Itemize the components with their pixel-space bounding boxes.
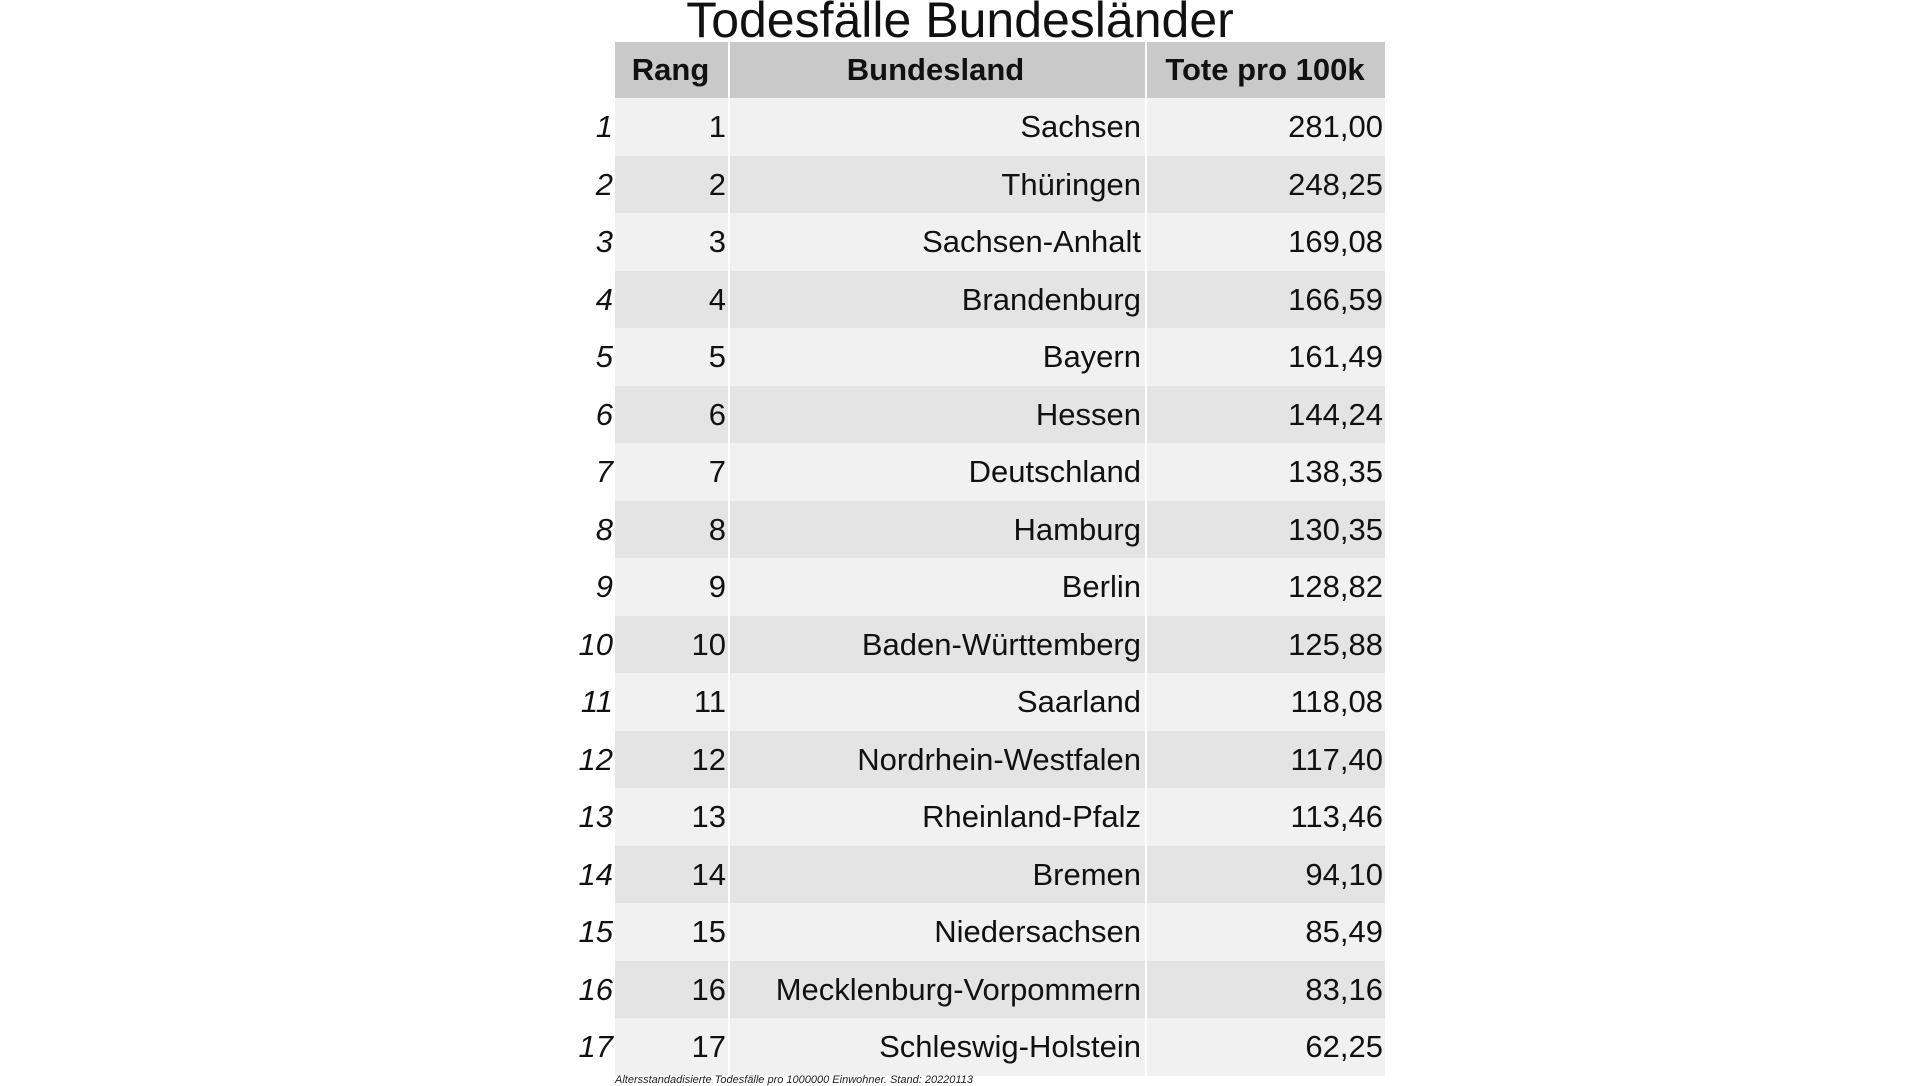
rang-cell: 12 xyxy=(615,730,728,788)
rang-cell: 1 xyxy=(615,98,728,156)
tote-cell: 118,08 xyxy=(1147,673,1385,731)
bundesland-cell: Bayern xyxy=(730,328,1145,386)
tote-cell: 85,49 xyxy=(1147,903,1385,961)
tote-cell: 248,25 xyxy=(1147,155,1385,213)
rang-cell: 16 xyxy=(615,960,728,1018)
table-row: 5 5 Bayern 161,49 xyxy=(575,328,1385,386)
chart-title: Todesfälle Bundesländer xyxy=(686,0,1234,48)
row-index-cell: 4 xyxy=(595,281,613,317)
rang-cell: 9 xyxy=(615,558,728,616)
bundesland-cell: Saarland xyxy=(730,673,1145,731)
rang-cell: 2 xyxy=(615,155,728,213)
tote-cell: 117,40 xyxy=(1147,730,1385,788)
header-bundesland: Bundesland xyxy=(730,42,1145,98)
table-body: 1 1 Sachsen 281,00 2 2 Thüringen 248,25 3 3 Sachse… xyxy=(575,98,1385,1076)
row-index-cell: 16 xyxy=(578,971,613,1007)
row-index-cell: 1 xyxy=(595,109,613,144)
table-row: 14 14 Bremen 94,10 xyxy=(575,845,1385,903)
table-row: 9 9 Berlin 128,82 xyxy=(575,558,1385,616)
table-header-row: Rang Bundesland Tote pro 100k xyxy=(575,42,1385,98)
tote-cell: 62,25 xyxy=(1147,1018,1385,1076)
tote-cell: 125,88 xyxy=(1147,615,1385,673)
table-row: 10 10 Baden-Württemberg 125,88 xyxy=(575,615,1385,673)
tote-cell: 281,00 xyxy=(1147,98,1385,156)
rang-cell: 3 xyxy=(615,213,728,271)
bundesland-cell: Schleswig-Holstein xyxy=(730,1018,1145,1076)
rang-cell: 5 xyxy=(615,328,728,386)
table-row: 3 3 Sachsen-Anhalt 169,08 xyxy=(575,213,1385,271)
tote-cell: 169,08 xyxy=(1147,213,1385,271)
table-row: 4 4 Brandenburg 166,59 xyxy=(575,270,1385,328)
table-row: 17 17 Schleswig-Holstein 62,25 xyxy=(575,1018,1385,1076)
table-row: 13 13 Rheinland-Pfalz 113,46 xyxy=(575,788,1385,846)
header-index-cell xyxy=(575,42,615,98)
header-tote-pro-100k: Tote pro 100k xyxy=(1147,42,1385,98)
bundesland-cell: Deutschland xyxy=(730,443,1145,501)
data-table: Rang Bundesland Tote pro 100k 1 1 Sachsen 2… xyxy=(575,42,1385,1076)
row-index-cell: 14 xyxy=(578,856,613,892)
tote-cell: 161,49 xyxy=(1147,328,1385,386)
header-rang: Rang xyxy=(615,42,728,98)
bundesland-cell: Thüringen xyxy=(730,155,1145,213)
row-index-cell: 3 xyxy=(595,224,613,259)
row-index-cell: 15 xyxy=(578,914,613,949)
bundesland-cell: Hessen xyxy=(730,385,1145,443)
rang-cell: 17 xyxy=(615,1018,728,1076)
table-row: 12 12 Nordrhein-Westfalen 117,40 xyxy=(575,730,1385,788)
tote-cell: 144,24 xyxy=(1147,385,1385,443)
table-row: 11 11 Saarland 118,08 xyxy=(575,673,1385,731)
rang-cell: 6 xyxy=(615,385,728,443)
table-row: 1 1 Sachsen 281,00 xyxy=(575,98,1385,156)
row-index-cell: 10 xyxy=(578,626,613,662)
table-row: 2 2 Thüringen 248,25 xyxy=(575,155,1385,213)
rang-cell: 15 xyxy=(615,903,728,961)
row-index-cell: 11 xyxy=(580,684,613,719)
rang-cell: 11 xyxy=(615,673,728,731)
tote-cell: 83,16 xyxy=(1147,960,1385,1018)
bundesland-cell: Nordrhein-Westfalen xyxy=(730,730,1145,788)
rang-cell: 13 xyxy=(615,788,728,846)
tote-cell: 130,35 xyxy=(1147,500,1385,558)
tote-cell: 138,35 xyxy=(1147,443,1385,501)
tote-cell: 94,10 xyxy=(1147,845,1385,903)
bundesland-cell: Niedersachsen xyxy=(730,903,1145,961)
row-index-cell: 6 xyxy=(595,396,613,432)
bundesland-cell: Sachsen-Anhalt xyxy=(730,213,1145,271)
row-index-cell: 2 xyxy=(595,166,613,202)
bundesland-cell: Hamburg xyxy=(730,500,1145,558)
bundesland-cell: Berlin xyxy=(730,558,1145,616)
table-row: 7 7 Deutschland 138,35 xyxy=(575,443,1385,501)
tote-cell: 113,46 xyxy=(1147,788,1385,846)
row-index-cell: 17 xyxy=(578,1029,613,1064)
row-index-cell: 13 xyxy=(578,799,613,834)
bundesland-cell: Brandenburg xyxy=(730,270,1145,328)
table-row: 15 15 Niedersachsen 85,49 xyxy=(575,903,1385,961)
table-row: 8 8 Hamburg 130,35 xyxy=(575,500,1385,558)
rang-cell: 8 xyxy=(615,500,728,558)
rang-cell: 4 xyxy=(615,270,728,328)
tote-cell: 166,59 xyxy=(1147,270,1385,328)
rang-cell: 10 xyxy=(615,615,728,673)
bundesland-cell: Bremen xyxy=(730,845,1145,903)
row-index-cell: 5 xyxy=(595,339,613,374)
row-index-cell: 9 xyxy=(595,569,613,604)
row-index-cell: 8 xyxy=(595,511,613,547)
bundesland-cell: Baden-Württemberg xyxy=(730,615,1145,673)
bundesland-cell: Sachsen xyxy=(730,98,1145,156)
footnote: Altersstandadisierte Todesfälle pro 1000… xyxy=(615,1074,973,1086)
rang-cell: 14 xyxy=(615,845,728,903)
table-row: 6 6 Hessen 144,24 xyxy=(575,385,1385,443)
row-index-cell: 7 xyxy=(595,454,613,489)
rang-cell: 7 xyxy=(615,443,728,501)
tote-cell: 128,82 xyxy=(1147,558,1385,616)
row-index-cell: 12 xyxy=(578,741,613,777)
bundesland-cell: Mecklenburg-Vorpommern xyxy=(730,960,1145,1018)
bundesland-cell: Rheinland-Pfalz xyxy=(730,788,1145,846)
table-row: 16 16 Mecklenburg-Vorpommern 83,16 xyxy=(575,960,1385,1018)
